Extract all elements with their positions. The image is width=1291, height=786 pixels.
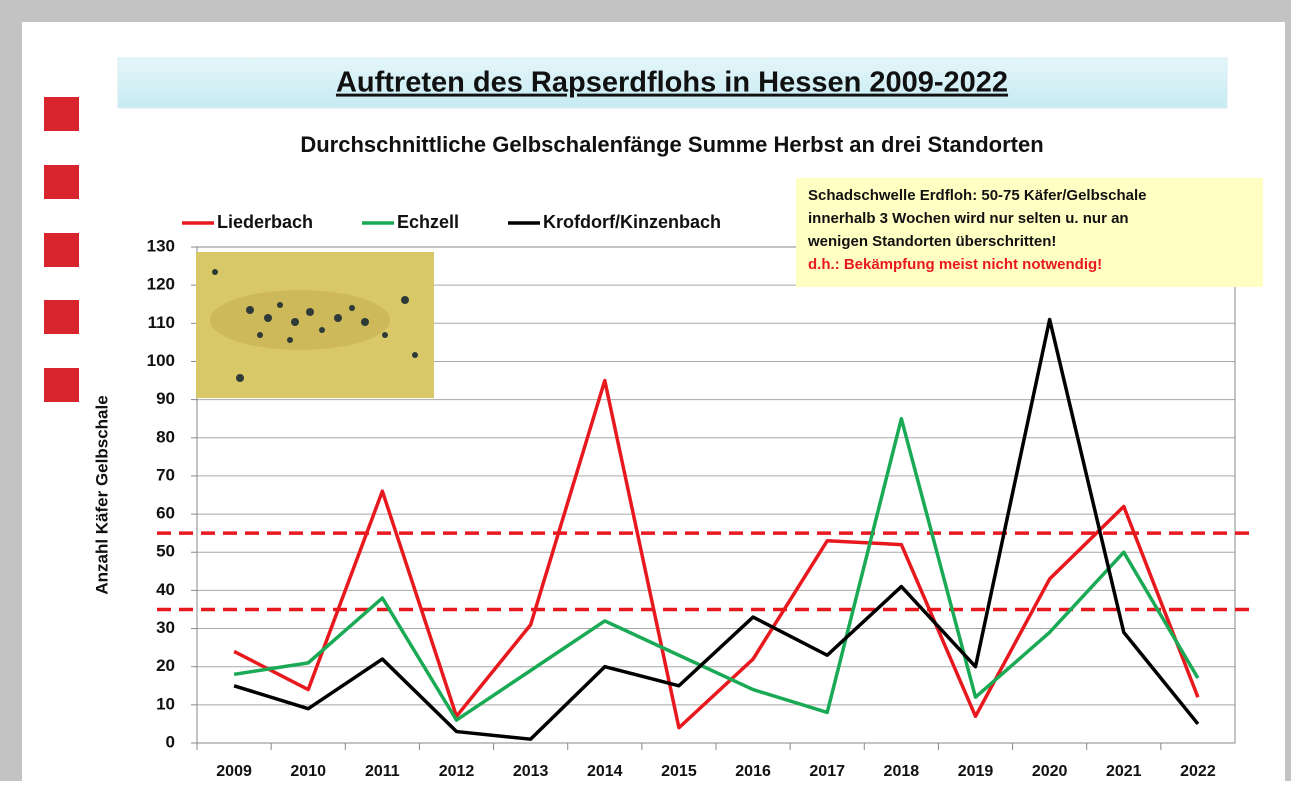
- x-tick-label: 2014: [587, 763, 623, 780]
- x-tick-label: 2016: [735, 763, 771, 780]
- x-tick-label: 2011: [365, 763, 400, 780]
- y-tick-label: 30: [156, 618, 175, 637]
- x-tick-label: 2017: [809, 763, 845, 780]
- x-tick-label: 2021: [1106, 763, 1142, 780]
- x-tick-label: 2022: [1180, 763, 1216, 780]
- y-tick-label: 90: [156, 389, 175, 408]
- x-tick-label: 2013: [513, 763, 549, 780]
- x-tick-label: 2020: [1032, 763, 1068, 780]
- x-tick-label: 2019: [958, 763, 994, 780]
- x-tick-label: 2012: [439, 763, 475, 780]
- y-tick-label: 130: [147, 236, 175, 255]
- subtitle: Durchschnittliche Gelbschalenfänge Summe…: [300, 132, 1043, 157]
- annotation-line: wenigen Standorten überschritten!: [807, 233, 1056, 250]
- legend-label: Liederbach: [217, 212, 313, 232]
- y-tick-label: 40: [156, 580, 175, 599]
- chart-title: Auftreten des Rapserdflohs in Hessen 200…: [336, 67, 1008, 99]
- y-axis-label: Anzahl Käfer Gelbschale: [92, 395, 111, 594]
- x-tick-label: 2009: [216, 763, 252, 780]
- x-tick-label: 2018: [884, 763, 920, 780]
- legend-label: Krofdorf/Kinzenbach: [543, 212, 721, 232]
- y-tick-label: 100: [147, 351, 175, 370]
- y-tick-label: 10: [156, 694, 175, 713]
- y-tick-label: 20: [156, 656, 175, 675]
- y-tick-label: 50: [156, 542, 175, 561]
- legend: Liederbach Echzell Krofdorf/Kinzenbach: [182, 212, 721, 232]
- x-tick-label: 2010: [290, 763, 326, 780]
- annotation-line: innerhalb 3 Wochen wird nur selten u. nu…: [808, 210, 1129, 227]
- page: Auftreten des Rapserdflohs in Hessen 200…: [0, 0, 1291, 781]
- annotation-warning: d.h.: Bekämpfung meist nicht notwendig!: [808, 256, 1102, 273]
- y-tick-label: 80: [156, 427, 175, 446]
- legend-label: Echzell: [397, 212, 459, 232]
- y-tick-label: 0: [166, 732, 175, 751]
- annotation-line: Schadschwelle Erdfloh: 50-75 Käfer/Gelbs…: [808, 187, 1146, 204]
- x-tick-label: 2015: [661, 763, 697, 780]
- y-tick-label: 70: [156, 465, 175, 484]
- photo: [196, 252, 434, 398]
- y-tick-label: 110: [148, 313, 175, 332]
- y-tick-label: 60: [156, 504, 175, 523]
- y-tick-label: 120: [147, 275, 175, 294]
